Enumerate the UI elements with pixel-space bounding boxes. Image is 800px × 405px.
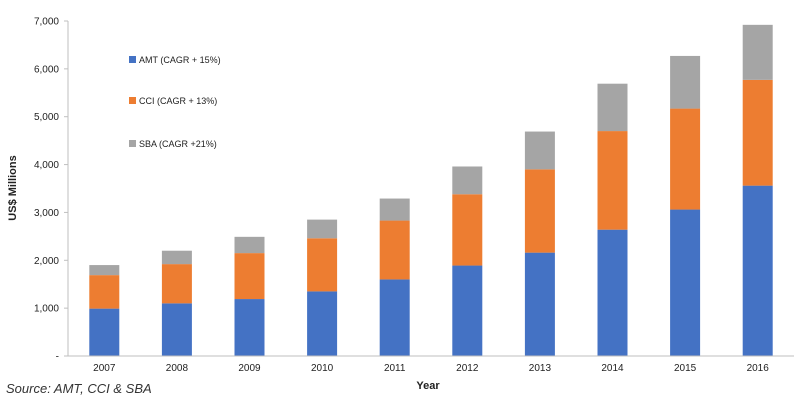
legend-label-0: AMT (CAGR + 15%) [139, 55, 221, 65]
bar-2012-series-1 [452, 194, 483, 266]
x-tick-label: 2014 [601, 363, 624, 374]
y-tick-label: 2,000 [34, 256, 59, 267]
bar-2010-series-2 [307, 219, 338, 239]
x-tick-label: 2012 [456, 363, 479, 374]
bar-2007-series-0 [89, 308, 120, 356]
bar-2016-series-1 [742, 79, 773, 186]
bar-2013-series-2 [524, 131, 555, 170]
source-caption: Source: AMT, CCI & SBA [6, 381, 152, 396]
x-tick-label: 2013 [529, 363, 552, 374]
y-axis: - 1,000 2,000 3,000 4,000 5,000 6,000 7,000 [34, 17, 69, 363]
bar-2008-series-0 [161, 303, 192, 356]
bar-2007-series-1 [89, 275, 120, 309]
y-axis-label: US$ Millions [7, 155, 19, 220]
bar-2010-series-0 [307, 291, 338, 356]
bar-2008-series-1 [161, 264, 192, 304]
x-axis-label: Year [416, 380, 440, 392]
x-tick-label: 2011 [384, 363, 406, 374]
legend-swatch-0 [129, 56, 136, 63]
bar-2011-series-2 [379, 198, 410, 221]
y-tick-label: 1,000 [34, 304, 59, 315]
x-tick-label: 2010 [311, 363, 334, 374]
x-axis: 2007 2008 2009 2010 2011 2012 2013 2014 2015 2016 [68, 355, 794, 374]
bar-2008-series-2 [161, 250, 192, 265]
bar-2013-series-0 [524, 252, 555, 356]
bar-2014-series-2 [597, 83, 628, 132]
bar-2014-series-1 [597, 131, 628, 230]
x-tick-label: 2009 [238, 363, 261, 374]
bar-2016-series-2 [742, 24, 773, 80]
y-tick-label: 7,000 [34, 17, 59, 28]
bar-2016-series-0 [742, 185, 773, 356]
bar-2015-series-1 [670, 108, 701, 210]
bar-2007-series-2 [89, 265, 120, 276]
legend-label-2: SBA (CAGR +21%) [139, 139, 217, 149]
x-tick-label: 2015 [674, 363, 697, 374]
bars [89, 24, 773, 356]
y-tick-label: 6,000 [34, 64, 59, 75]
legend-label-1: CCI (CAGR + 13%) [139, 96, 217, 106]
legend: AMT (CAGR + 15%) CCI (CAGR + 13%) SBA (CAG… [129, 55, 221, 149]
bar-2013-series-1 [524, 169, 555, 253]
bar-2011-series-1 [379, 220, 410, 280]
y-tick-label: 4,000 [34, 160, 59, 171]
bar-2015-series-2 [670, 55, 701, 109]
x-tick-label: 2007 [93, 363, 116, 374]
legend-swatch-2 [129, 140, 136, 147]
bar-2009-series-1 [234, 253, 265, 300]
bar-2012-series-2 [452, 166, 483, 195]
legend-swatch-1 [129, 97, 136, 104]
bar-2014-series-0 [597, 229, 628, 356]
bar-2011-series-0 [379, 279, 410, 356]
x-tick-label: 2016 [747, 363, 770, 374]
y-tick-label: - [56, 352, 59, 363]
x-tick-label: 2008 [166, 363, 189, 374]
bar-2012-series-0 [452, 265, 483, 356]
bar-2010-series-1 [307, 238, 338, 292]
y-tick-label: 5,000 [34, 112, 59, 123]
bar-2009-series-2 [234, 236, 265, 254]
y-tick-label: 3,000 [34, 208, 59, 219]
bar-2009-series-0 [234, 299, 265, 356]
bar-2015-series-0 [670, 209, 701, 356]
